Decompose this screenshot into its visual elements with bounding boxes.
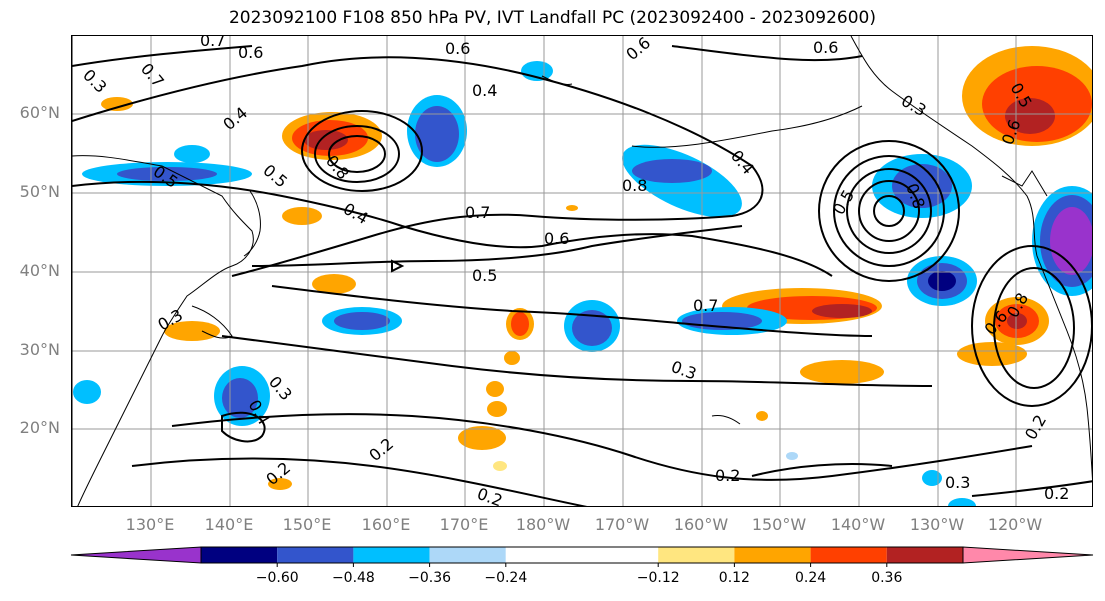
lon-tick-label: 130°E [125, 515, 175, 534]
lat-tick-label: 40°N [19, 261, 60, 280]
colorbar-segment [505, 547, 582, 563]
colorbar-tick-label: 0.24 [795, 570, 827, 586]
contour-label: 0.2 [1044, 484, 1069, 503]
colorbar-tick-label: 0.12 [718, 570, 750, 586]
contour-label: 0.4 [472, 81, 497, 100]
colorbar-segment [658, 547, 735, 563]
contour-label: 0.5 [472, 266, 497, 285]
colorbar-tick-label: −0.24 [484, 570, 528, 586]
colorbar-segment [734, 547, 811, 563]
contour-label: 0.7 [465, 203, 490, 222]
graticule [72, 36, 1092, 506]
lat-tick-label: 20°N [19, 418, 60, 437]
lon-tick-label: 170°W [594, 515, 650, 534]
colorbar-tick-label: −0.48 [331, 570, 375, 586]
lon-tick-label: 180°W [515, 515, 571, 534]
lon-tick-label: 160°E [361, 515, 411, 534]
contour-label: 0.2 [475, 484, 505, 507]
contour-label: 0.7 [693, 296, 718, 315]
lat-tick-label: 60°N [19, 103, 60, 122]
lon-tick-label: 120°W [987, 515, 1043, 534]
contour-label: 0.6 [238, 43, 263, 62]
colorbar-segment [201, 547, 278, 563]
contour-label: 0.3 [945, 473, 970, 492]
negative-anomaly-shading [73, 61, 1092, 506]
map-panel: 0.7 0.6 0.6 0.6 0.7 0.5 0.4 0.6 0.4 0.8 … [71, 35, 1093, 507]
colorbar-segment [582, 547, 659, 563]
contour-label: 0.7 [200, 36, 225, 50]
colorbar-tick-label: −0.12 [636, 570, 680, 586]
map-canvas: 0.7 0.6 0.6 0.6 0.7 0.5 0.4 0.6 0.4 0.8 … [72, 36, 1092, 507]
lon-tick-label: 130°W [909, 515, 965, 534]
lon-tick-label: 140°W [830, 515, 886, 534]
colorbar-segment [429, 547, 506, 563]
lat-tick-label: 30°N [19, 340, 60, 359]
positive-anomaly-shading [101, 46, 1092, 490]
contour-label: 0.6 [813, 38, 838, 57]
colorbar-extend-max [962, 546, 1094, 564]
colorbar-outline [200, 546, 964, 564]
lon-tick-label: 150°W [751, 515, 807, 534]
colorbar-extend-min [70, 546, 202, 564]
colorbar-segment [810, 547, 887, 563]
map-title: 2023092100 F108 850 hPa PV, IVT Landfall… [228, 8, 876, 28]
lon-tick-label: 150°E [282, 515, 332, 534]
contour-label: 0.6 [544, 229, 569, 248]
colorbar-tick-label: 0.36 [871, 570, 903, 586]
lon-tick-label: 140°E [204, 515, 254, 534]
lat-tick-label: 50°N [19, 182, 60, 201]
lon-tick-label: 170°E [439, 515, 489, 534]
colorbar-tick-label: −0.60 [255, 570, 299, 586]
contour-label: 0.2 [715, 466, 740, 485]
pv-contours [72, 45, 1092, 506]
colorbar-tick-label: −0.36 [408, 570, 452, 586]
colorbar-segment [886, 547, 963, 563]
lon-tick-label: 160°W [673, 515, 729, 534]
colorbar-segment [353, 547, 430, 563]
colorbar-segment [277, 547, 354, 563]
contour-label: 0.6 [445, 39, 470, 58]
contour-label: 0.8 [622, 176, 647, 195]
